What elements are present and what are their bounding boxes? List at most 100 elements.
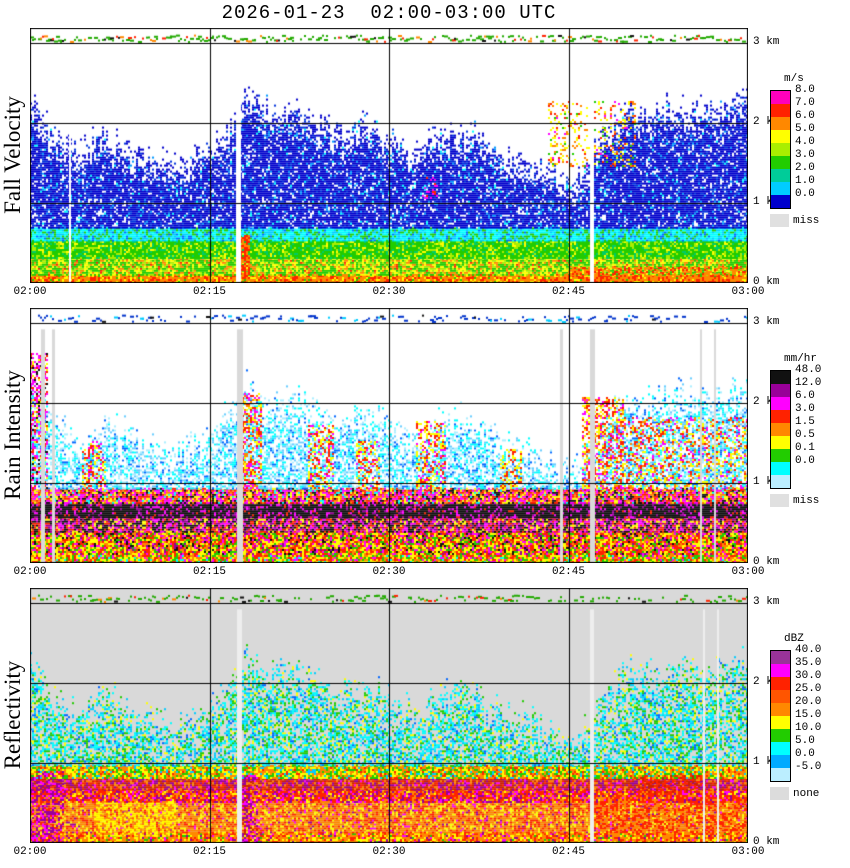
colorbar-swatch xyxy=(771,384,790,397)
colorbar-swatch xyxy=(771,768,790,781)
height-tick-label: 0 km xyxy=(753,836,780,848)
colorbar-swatch xyxy=(771,143,790,156)
rain-intensity-heatmap xyxy=(30,308,748,563)
colorbar-swatches xyxy=(770,370,791,489)
figure-title: 2026-01-23 02:00-03:00 UTC xyxy=(221,2,557,24)
colorbar-value: 35.0 xyxy=(795,657,822,669)
colorbar-value: 5.0 xyxy=(795,735,815,747)
colorbar-value: 10.0 xyxy=(795,722,822,734)
colorbar-swatch xyxy=(771,755,790,768)
colorbar-swatch xyxy=(771,397,790,410)
colorbar-unit-label: dBZ xyxy=(784,633,804,645)
time-tick-label: 02:30 xyxy=(372,566,406,578)
colorbar-value: 15.0 xyxy=(795,709,822,721)
colorbar-swatch xyxy=(771,703,790,716)
colorbar-swatch xyxy=(771,182,790,195)
colorbar-value: 0.1 xyxy=(795,442,815,454)
colorbar-fall-velocity: m/s 8.0 7.0 6.0 5.0 4.0 3.0 2.0 1.0 0.0 miss xyxy=(770,73,819,227)
colorbar-value: -5.0 xyxy=(795,761,822,773)
colorbar-swatch xyxy=(771,651,790,664)
colorbar-value: 12.0 xyxy=(795,377,822,389)
colorbar-value: 6.0 xyxy=(795,390,815,402)
ylabel-reflectivity: Reflectivity xyxy=(0,660,25,770)
colorbar-rain-intensity: mm/hr 48.0 12.0 6.0 3.0 1.5 0.5 0.1 0.0 miss xyxy=(770,353,821,507)
height-tick-label: 0 km xyxy=(753,276,780,288)
colorbar-swatches xyxy=(770,90,791,209)
colorbar-value: 0.0 xyxy=(795,188,815,200)
colorbar-value: 1.0 xyxy=(795,175,815,187)
time-tick-label: 02:30 xyxy=(372,286,406,298)
colorbar-swatch xyxy=(771,677,790,690)
panel-rain-intensity: Rain Intensity 3 km 2 km 1 km 0 km 02:00 02:… xyxy=(0,308,850,593)
missing-swatch xyxy=(770,494,789,507)
panel-fall-velocity: Fall Velocity 3 km 2 km 1 km 0 km 02:00 02:1… xyxy=(0,28,850,313)
colorbar-unit-label: mm/hr xyxy=(784,353,818,365)
colorbar-scale: 8.0 7.0 6.0 5.0 4.0 3.0 2.0 1.0 0.0 xyxy=(770,84,819,209)
time-tick-label: 02:45 xyxy=(551,286,585,298)
colorbar-value: 30.0 xyxy=(795,670,822,682)
time-tick-label: 02:45 xyxy=(551,846,585,858)
missing-label: none xyxy=(793,787,820,800)
time-tick-label: 02:00 xyxy=(13,846,47,858)
colorbar-swatch xyxy=(771,169,790,182)
colorbar-swatch xyxy=(771,423,790,436)
ylabel-rain-intensity: Rain Intensity xyxy=(0,370,25,500)
height-tick-label: 3 km xyxy=(753,36,780,48)
colorbar-swatch xyxy=(771,117,790,130)
colorbar-value: 48.0 xyxy=(795,364,822,376)
height-tick-label: 0 km xyxy=(753,556,780,568)
colorbar-swatch xyxy=(771,371,790,384)
time-tick-label: 03:00 xyxy=(731,286,765,298)
ylabel-fall-velocity: Fall Velocity xyxy=(0,96,25,214)
time-tick-label: 02:15 xyxy=(192,286,226,298)
colorbar-scale: 48.0 12.0 6.0 3.0 1.5 0.5 0.1 0.0 xyxy=(770,364,821,489)
colorbar-swatch xyxy=(771,664,790,677)
time-tick-label: 02:45 xyxy=(551,566,585,578)
colorbar-swatch xyxy=(771,729,790,742)
colorbar-value: 8.0 xyxy=(795,84,815,96)
colorbar-swatch xyxy=(771,410,790,423)
time-tick-label: 02:00 xyxy=(13,286,47,298)
colorbar-swatch xyxy=(771,104,790,117)
colorbar-swatch xyxy=(771,462,790,475)
colorbar-swatch xyxy=(771,475,790,488)
colorbar-values: 48.0 12.0 6.0 3.0 1.5 0.5 0.1 0.0 xyxy=(795,364,821,489)
colorbar-unit-label: m/s xyxy=(784,73,804,85)
colorbar-value: 25.0 xyxy=(795,683,822,695)
colorbar-value: 5.0 xyxy=(795,123,815,135)
time-tick-label: 02:15 xyxy=(192,566,226,578)
colorbar-missing: none xyxy=(770,787,821,800)
colorbar-swatch xyxy=(771,156,790,169)
colorbar-value: 1.5 xyxy=(795,416,815,428)
fall-velocity-heatmap xyxy=(30,28,748,283)
missing-swatch xyxy=(770,214,789,227)
colorbar-value: 7.0 xyxy=(795,97,815,109)
colorbar-swatch xyxy=(771,690,790,703)
time-tick-label: 02:15 xyxy=(192,846,226,858)
colorbar-values: 8.0 7.0 6.0 5.0 4.0 3.0 2.0 1.0 0.0 xyxy=(795,84,815,209)
reflectivity-heatmap xyxy=(30,588,748,843)
missing-label: miss xyxy=(793,494,820,507)
colorbar-value: 6.0 xyxy=(795,110,815,122)
colorbar-swatch xyxy=(771,91,790,104)
colorbar-value xyxy=(795,468,821,481)
colorbar-value: 3.0 xyxy=(795,149,815,161)
colorbar-values: 40.0 35.0 30.0 25.0 20.0 15.0 10.0 5.0 0.0 -5.0 xyxy=(795,644,821,782)
colorbar-value: 2.0 xyxy=(795,162,815,174)
colorbar-value: 20.0 xyxy=(795,696,822,708)
height-tick-label: 3 km xyxy=(753,316,780,328)
colorbar-value: 0.0 xyxy=(795,455,815,467)
time-tick-label: 03:00 xyxy=(731,846,765,858)
panel-reflectivity: Reflectivity 3 km 2 km 1 km 0 km 02:00 02:15… xyxy=(0,588,850,868)
colorbar-missing: miss xyxy=(770,494,821,507)
colorbar-swatch xyxy=(771,449,790,462)
colorbar-scale: 40.0 35.0 30.0 25.0 20.0 15.0 10.0 5.0 0.0 -5.0 xyxy=(770,644,821,782)
colorbar-value: 3.0 xyxy=(795,403,815,415)
height-tick-label: 3 km xyxy=(753,596,780,608)
time-tick-label: 03:00 xyxy=(731,566,765,578)
colorbar-value: 0.0 xyxy=(795,748,815,760)
colorbar-value: 0.5 xyxy=(795,429,815,441)
colorbar-swatches xyxy=(770,650,791,782)
colorbar-reflectivity: dBZ 40.0 35.0 30.0 25.0 20.0 15.0 10.0 5.0 0.0 -5… xyxy=(770,633,821,800)
